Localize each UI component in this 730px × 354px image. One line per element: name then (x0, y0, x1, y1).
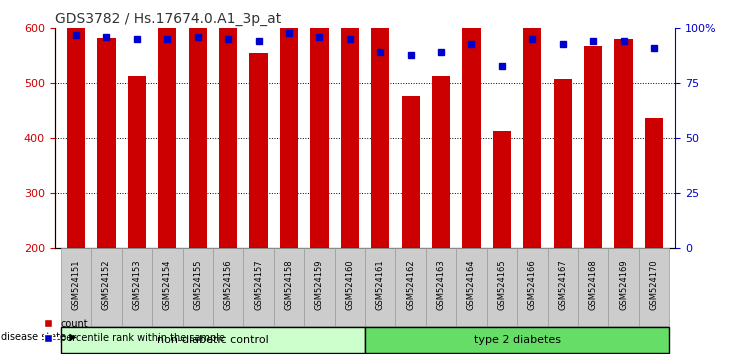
Bar (188, 0, 207, 248)
Bar (304, 248, 334, 326)
Text: GSM524156: GSM524156 (223, 259, 233, 310)
Bar (243, 248, 274, 326)
Bar (310, 0, 328, 248)
Text: GSM524155: GSM524155 (193, 259, 202, 310)
Bar (280, 0, 298, 248)
Bar (219, 24, 237, 248)
Bar (158, 0, 177, 248)
Bar (67, 0, 85, 248)
Bar (122, 248, 152, 326)
Text: GSM524161: GSM524161 (376, 259, 385, 310)
Text: GSM524153: GSM524153 (132, 259, 142, 310)
Bar (91, 248, 122, 326)
Bar (97, 38, 115, 248)
Bar (365, 327, 669, 353)
Bar (182, 248, 213, 326)
Bar (584, 46, 602, 248)
Bar (578, 248, 608, 326)
Text: GSM524169: GSM524169 (619, 259, 628, 310)
Bar (523, 0, 542, 248)
Bar (645, 118, 663, 248)
Bar (213, 248, 243, 326)
Bar (396, 248, 426, 326)
Text: GSM524158: GSM524158 (285, 259, 293, 310)
Bar (615, 39, 633, 248)
Bar (61, 248, 91, 326)
Bar (152, 248, 182, 326)
Bar (365, 248, 396, 326)
Bar (493, 131, 511, 248)
Bar (61, 327, 365, 353)
Text: GSM524160: GSM524160 (345, 259, 354, 310)
Bar (639, 248, 669, 326)
Text: GSM524167: GSM524167 (558, 259, 567, 310)
Text: GSM524162: GSM524162 (406, 259, 415, 310)
Text: GSM524166: GSM524166 (528, 259, 537, 310)
Bar (462, 0, 480, 248)
Text: GSM524154: GSM524154 (163, 259, 172, 310)
Bar (128, 75, 146, 248)
Bar (402, 96, 420, 248)
Text: GSM524151: GSM524151 (72, 259, 80, 310)
Bar (517, 248, 548, 326)
Text: GSM524159: GSM524159 (315, 259, 324, 310)
Text: type 2 diabetes: type 2 diabetes (474, 335, 561, 345)
Bar (341, 0, 359, 248)
Bar (334, 248, 365, 326)
Bar (371, 2, 389, 248)
Bar (487, 248, 517, 326)
Bar (426, 248, 456, 326)
Text: GSM524164: GSM524164 (467, 259, 476, 310)
Text: non-diabetic control: non-diabetic control (157, 335, 269, 345)
Text: GSM524163: GSM524163 (437, 259, 445, 310)
Bar (608, 248, 639, 326)
Text: GSM524157: GSM524157 (254, 259, 263, 310)
Bar (456, 248, 487, 326)
Bar (250, 53, 268, 248)
Text: GSM524170: GSM524170 (650, 259, 658, 310)
Bar (548, 248, 578, 326)
Bar (553, 79, 572, 248)
Text: GDS3782 / Hs.17674.0.A1_3p_at: GDS3782 / Hs.17674.0.A1_3p_at (55, 12, 281, 26)
Text: GSM524168: GSM524168 (588, 259, 598, 310)
Legend: count, percentile rank within the sample: count, percentile rank within the sample (34, 315, 229, 347)
Bar (432, 75, 450, 248)
Text: disease state ▶: disease state ▶ (1, 332, 77, 342)
Text: GSM524165: GSM524165 (497, 259, 507, 310)
Bar (274, 248, 304, 326)
Text: GSM524152: GSM524152 (102, 259, 111, 310)
